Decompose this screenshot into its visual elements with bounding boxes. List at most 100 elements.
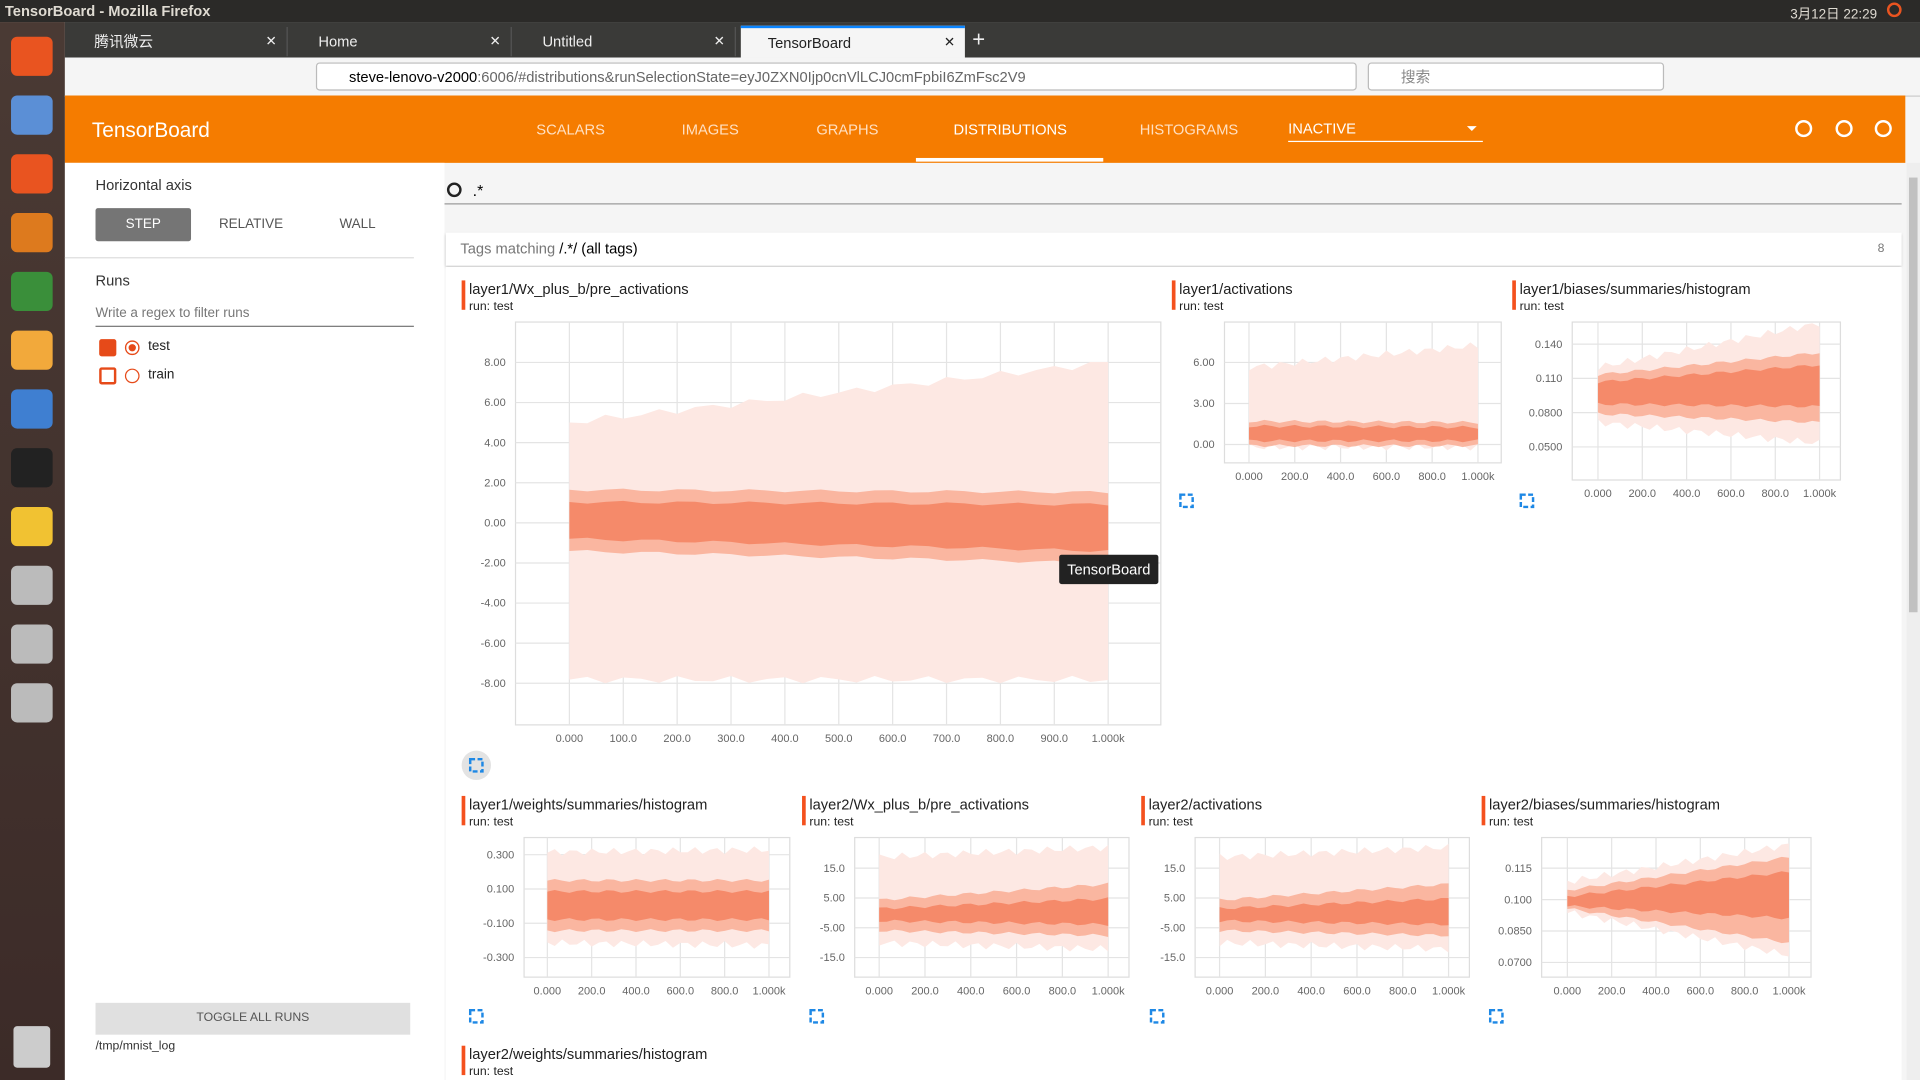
dock-icon[interactable]	[11, 624, 53, 664]
x-tick-label: 0.000	[1554, 985, 1582, 997]
expand-icon[interactable]	[1519, 493, 1535, 509]
chart-run: run: test	[1489, 814, 1534, 828]
run-checkbox[interactable]	[99, 367, 117, 385]
plot-frame	[1541, 836, 1812, 978]
nav-tab[interactable]: GRAPHS	[816, 121, 879, 139]
y-tick-label: 6.00	[484, 397, 505, 409]
chart-accent	[802, 795, 806, 826]
x-tick-label: 200.0	[663, 733, 691, 745]
tags-regex: /.*/	[559, 240, 578, 258]
y-tick-label: 6.00	[1193, 357, 1214, 369]
tags-all: (all tags)	[581, 240, 638, 258]
axis-option[interactable]: RELATIVE	[218, 216, 284, 232]
x-tick-label: 500.0	[825, 733, 853, 745]
y-tick-label: 0.300	[487, 849, 515, 861]
run-filter[interactable]: Write a regex to filter runs	[95, 306, 414, 327]
header-icon[interactable]	[1795, 120, 1813, 138]
dock-icon[interactable]	[11, 271, 53, 312]
power-icon[interactable]	[1886, 2, 1902, 18]
nav-tab[interactable]: DISTRIBUTIONS	[953, 121, 1067, 139]
y-tick-label: -0.300	[483, 952, 514, 964]
y-tick-label: -15.0	[820, 952, 845, 964]
run-status-select[interactable]: INACTIVE	[1288, 120, 1483, 143]
tab-close[interactable]: ✕	[265, 34, 277, 49]
dock-icon[interactable]	[11, 154, 53, 194]
x-tick-label: 800.0	[1761, 488, 1789, 500]
url-bar[interactable]: steve-lenovo-v2000:6006/#distributions&r…	[315, 62, 1357, 91]
header-icon[interactable]	[1835, 120, 1853, 138]
y-tick-label: -5.00	[820, 922, 845, 934]
trash-icon[interactable]	[13, 1026, 51, 1068]
search-box[interactable]: 搜索	[1367, 62, 1665, 91]
scroll-thumb[interactable]	[1908, 177, 1918, 613]
y-tick-label: 0.100	[487, 884, 515, 896]
chart-accent	[1481, 795, 1486, 826]
chart-title: layer2/biases/summaries/histogram	[1489, 797, 1720, 813]
chart-title: layer2/activations	[1149, 797, 1262, 813]
browser-tab[interactable]: TensorBoard ✕	[740, 25, 965, 58]
chart-accent	[1141, 795, 1145, 826]
dock-icon[interactable]	[11, 330, 53, 370]
dock-icon[interactable]	[11, 506, 53, 547]
browser-tab[interactable]: Home ✕	[291, 26, 512, 57]
chart-accent	[1512, 280, 1516, 310]
x-tick-label: 600.0	[1003, 985, 1031, 997]
chart-title: layer1/activations	[1179, 282, 1292, 298]
x-tick-label: 0.000	[534, 985, 562, 997]
dock-icon[interactable]	[11, 213, 53, 253]
window-title: TensorBoard - Mozilla Firefox	[4, 2, 211, 20]
tags-matching: Tags matching	[460, 240, 556, 258]
url-rest: :6006/#distributions&runSelectionState=e…	[477, 68, 1026, 86]
expand-icon[interactable]	[468, 757, 484, 773]
x-tick-label: 1.000k	[1092, 985, 1126, 997]
axis-option[interactable]: STEP	[95, 208, 192, 242]
x-tick-label: 400.0	[1673, 488, 1701, 500]
expand-icon[interactable]	[1488, 1008, 1504, 1024]
tab-close[interactable]: ✕	[489, 34, 501, 49]
plot-frame	[1194, 836, 1471, 978]
chart-run: run: test	[469, 814, 514, 828]
dock-icon[interactable]	[11, 565, 53, 605]
new-tab[interactable]: +	[972, 26, 986, 52]
axis-option[interactable]: WALL	[339, 216, 376, 232]
y-tick-label: -2.00	[481, 558, 506, 570]
expand-icon[interactable]	[809, 1008, 825, 1024]
scrollbar[interactable]	[1906, 162, 1920, 1080]
nav-tab[interactable]: HISTOGRAMS	[1139, 121, 1239, 139]
tab-close[interactable]: ✕	[713, 34, 725, 49]
clock[interactable]: 3月12日 22:29	[1790, 7, 1878, 23]
run-name: test	[148, 339, 170, 354]
expand-icon[interactable]	[1149, 1008, 1165, 1024]
browser-tab[interactable]: 腾讯微云 ✕	[67, 26, 288, 57]
chart-title: layer1/biases/summaries/histogram	[1520, 282, 1751, 298]
nav-tab[interactable]: SCALARS	[536, 121, 605, 139]
dock-icon[interactable]	[11, 448, 53, 488]
y-tick-label: 0.0500	[1529, 442, 1563, 454]
x-tick-label: 200.0	[1628, 488, 1656, 500]
browser-tab[interactable]: Untitled ✕	[515, 26, 736, 57]
tag-filter[interactable]: .*	[472, 181, 484, 200]
distribution-band	[879, 897, 1109, 926]
y-tick-label: -5.00	[1160, 922, 1185, 934]
y-tick-label: 0.00	[484, 518, 505, 530]
x-tick-label: 200.0	[1598, 985, 1626, 997]
expand-icon[interactable]	[468, 1008, 484, 1024]
chart-run: run: test	[1179, 299, 1224, 313]
run-color	[124, 340, 140, 356]
toggle-runs-button[interactable]: TOGGLE ALL RUNS	[95, 1002, 411, 1035]
dock-icon[interactable]	[11, 95, 53, 135]
header-icon[interactable]	[1874, 120, 1892, 138]
tab-close[interactable]: ✕	[943, 35, 956, 51]
dock-icon[interactable]	[11, 683, 53, 723]
dock-icon[interactable]	[11, 36, 53, 76]
nav-tab[interactable]: IMAGES	[681, 121, 739, 139]
sidebar	[64, 162, 445, 1080]
distribution-band	[547, 889, 769, 922]
run-checkbox[interactable]	[99, 339, 117, 357]
dock-icon[interactable]	[11, 389, 53, 429]
x-tick-label: 800.0	[1731, 985, 1759, 997]
expand-icon[interactable]	[1179, 493, 1194, 509]
active-tab-underline	[915, 157, 1104, 162]
